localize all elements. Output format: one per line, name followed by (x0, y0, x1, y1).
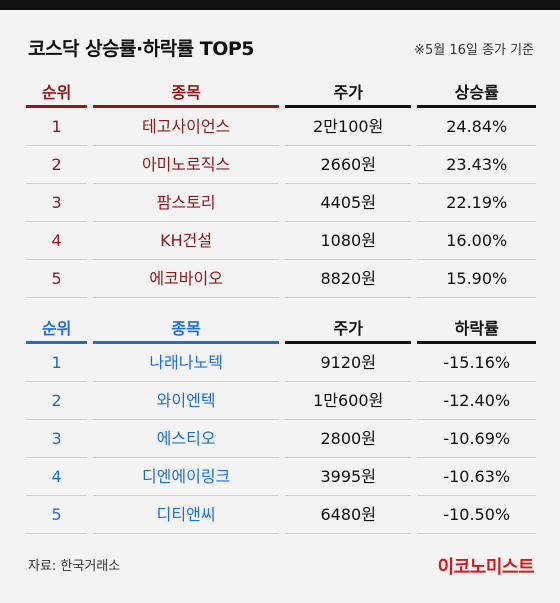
rank-cell: 4 (26, 458, 88, 496)
stock-name-cell: 에코바이오 (93, 260, 279, 298)
rank-cell: 3 (26, 420, 88, 458)
price-cell: 8820원 (284, 260, 412, 298)
header-rank: 순위 (26, 80, 88, 108)
table-row: 2 아미노로직스 2660원 23.43% (26, 146, 536, 184)
stock-name-cell: 디티앤씨 (93, 496, 279, 534)
table-row: 1 나래나노텍 9120원 -15.16% (26, 344, 536, 382)
publisher-logo: 이코노미스트 (437, 557, 535, 578)
stock-name-cell: 와이엔텍 (93, 382, 279, 420)
stock-name-cell: KH건설 (93, 222, 279, 260)
rate-cell: 23.43% (417, 146, 536, 184)
losers-header-row: 순위 종목 주가 하락률 (26, 316, 536, 344)
stock-name-cell: 테고사이언스 (93, 108, 279, 146)
table-row: 3 에스티오 2800원 -10.69% (26, 420, 536, 458)
stock-name-cell: 에스티오 (93, 420, 279, 458)
page-title: 코스닥 상승률·하락률 TOP5 (28, 38, 255, 60)
price-cell: 6480원 (284, 496, 412, 534)
rank-cell: 5 (26, 260, 88, 298)
price-cell: 4405원 (284, 184, 412, 222)
price-cell: 2만100원 (284, 108, 412, 146)
rank-cell: 1 (26, 108, 88, 146)
stock-name-cell: 나래나노텍 (93, 344, 279, 382)
rank-cell: 2 (26, 382, 88, 420)
header-rate: 하락률 (417, 316, 536, 344)
rank-cell: 5 (26, 496, 88, 534)
table-row: 1 테고사이언스 2만100원 24.84% (26, 108, 536, 146)
header-rank: 순위 (26, 316, 88, 344)
rank-cell: 2 (26, 146, 88, 184)
table-row: 4 디엔에이링크 3995원 -10.63% (26, 458, 536, 496)
top-bar (0, 0, 560, 10)
rate-cell: -10.69% (417, 420, 536, 458)
rate-cell: -10.63% (417, 458, 536, 496)
rate-cell: -12.40% (417, 382, 536, 420)
header-price: 주가 (284, 316, 412, 344)
table-row: 5 에코바이오 8820원 15.90% (26, 260, 536, 298)
rank-cell: 1 (26, 344, 88, 382)
rate-cell: 22.19% (417, 184, 536, 222)
price-cell: 1080원 (284, 222, 412, 260)
header-rate: 상승률 (417, 80, 536, 108)
stock-name-cell: 팜스토리 (93, 184, 279, 222)
price-cell: 3995원 (284, 458, 412, 496)
stock-name-cell: 디엔에이링크 (93, 458, 279, 496)
table-row: 4 KH건설 1080원 16.00% (26, 222, 536, 260)
price-cell: 2660원 (284, 146, 412, 184)
losers-table: 순위 종목 주가 하락률 1 나래나노텍 9120원 -15.16% 2 와이엔… (26, 316, 536, 534)
stock-name-cell: 아미노로직스 (93, 146, 279, 184)
table-row: 3 팜스토리 4405원 22.19% (26, 184, 536, 222)
rate-cell: -15.16% (417, 344, 536, 382)
rate-cell: 15.90% (417, 260, 536, 298)
table-row: 5 디티앤씨 6480원 -10.50% (26, 496, 536, 534)
header-price: 주가 (284, 80, 412, 108)
rate-cell: 24.84% (417, 108, 536, 146)
header-name: 종목 (93, 316, 279, 344)
price-cell: 9120원 (284, 344, 412, 382)
source-note: 자료: 한국거래소 (28, 559, 121, 574)
rate-cell: -10.50% (417, 496, 536, 534)
header-name: 종목 (93, 80, 279, 108)
rank-cell: 4 (26, 222, 88, 260)
rate-cell: 16.00% (417, 222, 536, 260)
rank-cell: 3 (26, 184, 88, 222)
gainers-table: 순위 종목 주가 상승률 1 테고사이언스 2만100원 24.84% 2 아미… (26, 80, 536, 298)
table-row: 2 와이엔텍 1만600원 -12.40% (26, 382, 536, 420)
price-cell: 2800원 (284, 420, 412, 458)
gainers-header-row: 순위 종목 주가 상승률 (26, 80, 536, 108)
price-cell: 1만600원 (284, 382, 412, 420)
basis-note: ※5월 16일 종가 기준 (414, 43, 534, 58)
